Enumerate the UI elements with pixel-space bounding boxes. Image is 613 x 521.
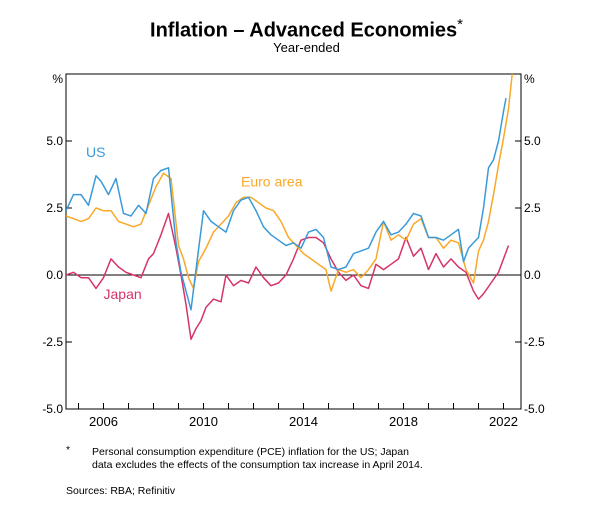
y-tick-label-left: -2.5 bbox=[42, 335, 63, 349]
x-tick-label: 2006 bbox=[89, 414, 118, 429]
y-tick-label-right: -2.5 bbox=[524, 335, 545, 349]
plot-frame bbox=[65, 73, 522, 410]
x-tick-label: 2018 bbox=[389, 414, 418, 429]
y-tick-label-left: 5.0 bbox=[46, 134, 63, 148]
chart-title-mark: * bbox=[457, 16, 463, 33]
series-line-us bbox=[66, 97, 507, 311]
chart-title-text: Inflation – Advanced Economies bbox=[150, 19, 458, 42]
series-label-japan: Japan bbox=[104, 286, 142, 302]
y-tick-label-right: 5.0 bbox=[524, 134, 541, 148]
y-tick-label-right: 2.5 bbox=[524, 201, 541, 215]
y-tick-label-left: -5.0 bbox=[42, 402, 63, 416]
series-label-us: US bbox=[86, 144, 105, 160]
x-tick-label: 2010 bbox=[189, 414, 218, 429]
y-tick-label-right: -5.0 bbox=[524, 402, 545, 416]
y-tick-label-left: 0.0 bbox=[46, 268, 63, 282]
footnote-line-2: data excludes the effects of the consump… bbox=[92, 459, 423, 471]
y-tick-label-left: 2.5 bbox=[46, 201, 63, 215]
y-unit-label-left: % bbox=[52, 72, 63, 86]
series-line-japan bbox=[66, 212, 510, 341]
x-tick-label: 2022 bbox=[489, 414, 518, 429]
footnote-mark: * bbox=[66, 444, 71, 456]
y-tick-label-right: 0.0 bbox=[524, 268, 541, 282]
chart-title: Inflation – Advanced Economies* bbox=[0, 16, 613, 43]
series-label-euro-area: Euro area bbox=[241, 174, 303, 190]
annotation-layer: US Euro area Japan bbox=[86, 144, 303, 302]
axes-layer: -5.0 -5.0 -2.5 -2.5 0.0 0.0 2.5 2.5 5.0 5.0% % 2006… bbox=[42, 72, 545, 429]
x-tick-label: 2014 bbox=[289, 414, 318, 429]
footnote-line-1: Personal consumption expenditure (PCE) i… bbox=[92, 446, 409, 458]
chart-subtitle: Year-ended bbox=[273, 40, 340, 55]
sources-note: Sources: RBA; Refinitiv bbox=[66, 485, 176, 497]
y-unit-label-right: % bbox=[524, 72, 535, 86]
series-layer bbox=[66, 74, 513, 341]
